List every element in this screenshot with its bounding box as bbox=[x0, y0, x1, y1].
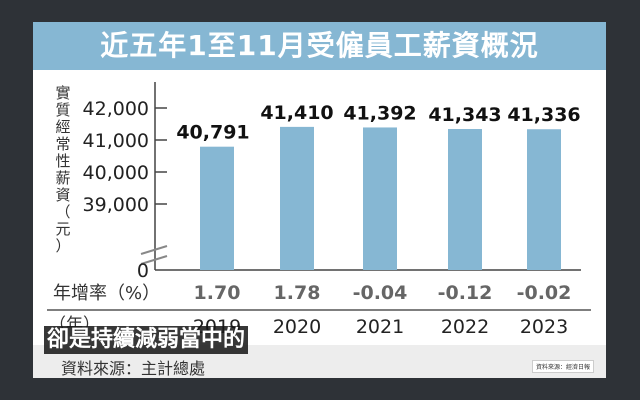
credit-label: 資料來源：經濟日報 bbox=[531, 360, 594, 373]
bar-2021 bbox=[363, 127, 397, 271]
video-subtitle: 卻是持續減弱當中的 bbox=[44, 326, 249, 354]
bar-2022 bbox=[448, 129, 482, 270]
chart-panel: 近五年1至11月受僱員工薪資概況 實質經常性薪資（元） 42,000 41,000 4… bbox=[33, 22, 606, 378]
bar-2020 bbox=[280, 126, 314, 270]
y-axis-label-char: 常 bbox=[55, 135, 70, 153]
x-tick-label: 2022 bbox=[441, 316, 489, 338]
y-axis-label-char: 實 bbox=[55, 84, 70, 102]
y-axis-label-char: ） bbox=[55, 237, 70, 255]
growth-rate-value: 1.70 bbox=[194, 282, 241, 304]
y-axis-label-char: 性 bbox=[55, 152, 70, 170]
bar-value-label: 41,410 bbox=[260, 102, 333, 124]
bar-value-label: 41,392 bbox=[343, 102, 416, 124]
y-axis-label-char: 薪 bbox=[55, 169, 70, 187]
y-axis-label-char: 經 bbox=[55, 118, 70, 136]
x-tick-label: 2020 bbox=[273, 316, 321, 338]
x-tick-label: 2023 bbox=[520, 316, 568, 338]
axis-break-mark bbox=[140, 245, 168, 255]
bar-2019 bbox=[200, 146, 234, 270]
bar-value-label: 40,791 bbox=[176, 122, 249, 144]
y-axis-label-char: （ bbox=[55, 203, 70, 221]
y-tick-label: 42,000 bbox=[83, 98, 149, 120]
growth-rate-label: 年增率（%） bbox=[53, 283, 160, 304]
chart-title: 近五年1至11月受僱員工薪資概況 bbox=[33, 22, 606, 70]
y-tick-label: 41,000 bbox=[83, 130, 149, 152]
growth-rate-value: -0.02 bbox=[517, 282, 572, 304]
growth-rate-value: -0.12 bbox=[438, 282, 493, 304]
bar-2023 bbox=[527, 129, 561, 270]
y-tick-label: 0 bbox=[137, 260, 149, 282]
growth-rate-value: -0.04 bbox=[353, 282, 408, 304]
source-note: 資料來源：主計總處 bbox=[61, 359, 206, 378]
y-tick-label: 39,000 bbox=[83, 194, 149, 216]
y-tick-label: 40,000 bbox=[83, 162, 149, 184]
y-axis-label-char: 質 bbox=[55, 101, 70, 119]
bar-value-label: 41,343 bbox=[428, 104, 501, 126]
y-axis-label-char: 元 bbox=[55, 220, 70, 238]
growth-rate-value: 1.78 bbox=[274, 282, 321, 304]
x-tick-label: 2021 bbox=[356, 316, 404, 338]
bar-value-label: 41,336 bbox=[507, 104, 580, 126]
axis-break-mark bbox=[140, 255, 168, 265]
y-axis-label-char: 資 bbox=[55, 186, 70, 204]
